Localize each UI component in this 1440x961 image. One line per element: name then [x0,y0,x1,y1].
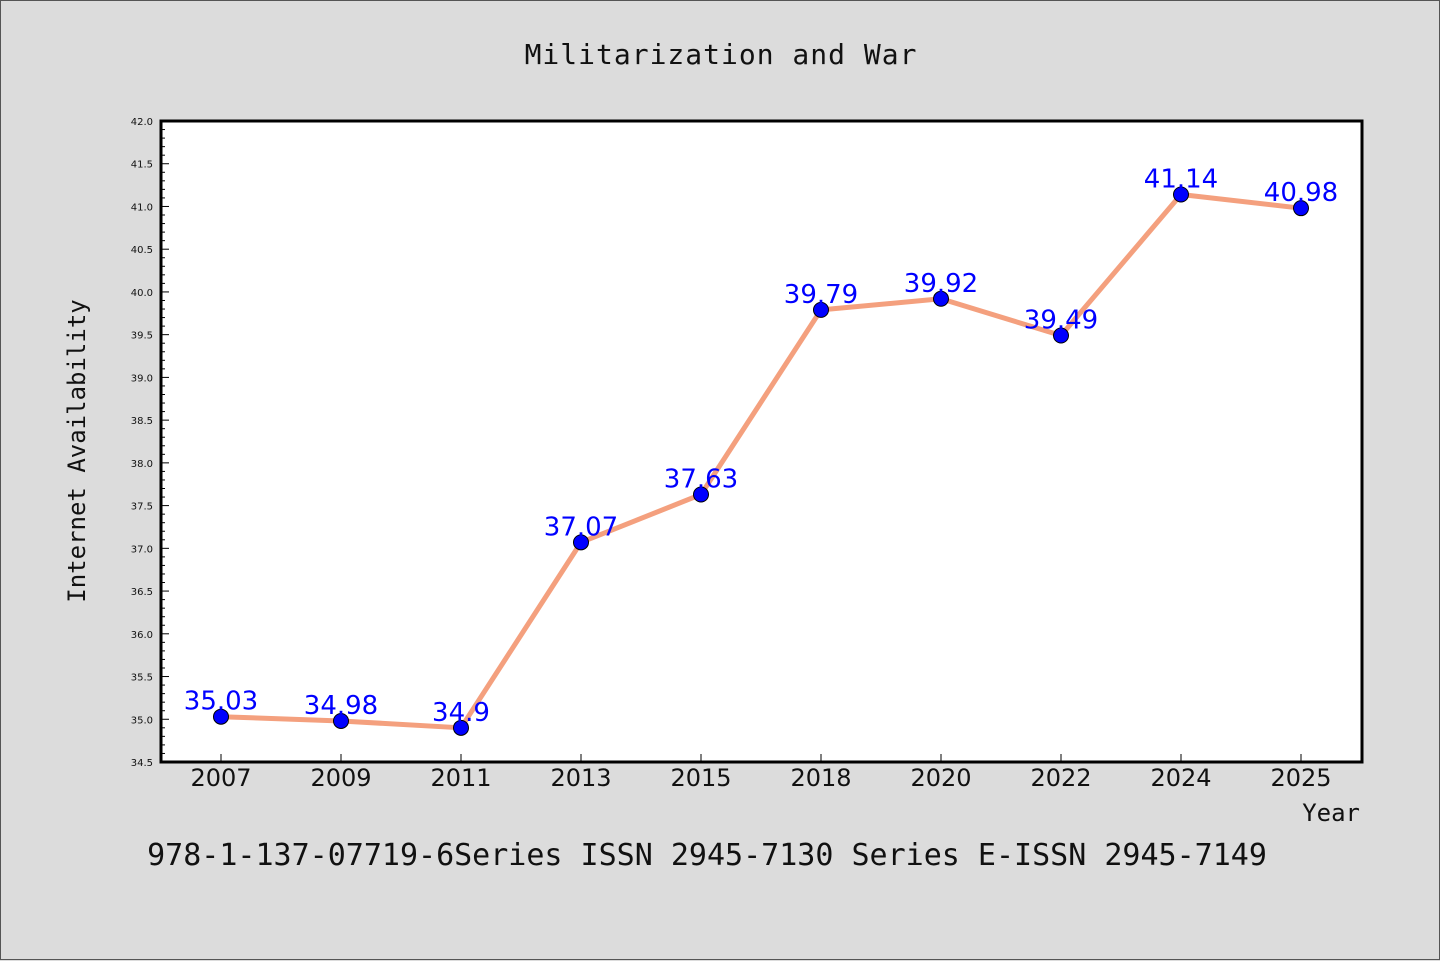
y-axis-label: Internet Availability [63,299,91,602]
data-label: 39.49 [1024,306,1098,336]
footer-isbn-issn: 978-1-137-07719-6Series ISSN 2945-7130 S… [147,838,1267,873]
data-point [573,534,589,551]
x-tick-label: 2024 [1150,764,1211,792]
y-axis: 34.5 35.0 35.5 36.0 36.5 37.0 37.5 38.0 38.5 39.0… [131,117,169,769]
y-tick-label: 37.0 [131,544,153,555]
y-tick-label: 39.5 [131,331,153,342]
x-tick-label: 2018 [790,764,851,792]
chart-title: Militarization and War [525,38,918,71]
y-tick-label: 38.0 [131,459,153,470]
data-label: 34.98 [304,691,378,721]
x-tick-label: 2011 [430,764,491,792]
y-tick-label: 40.5 [131,245,153,256]
y-tick-label: 36.0 [131,630,153,641]
x-tick-label: 2007 [190,764,251,792]
data-point [1173,186,1189,203]
data-point [453,719,469,736]
data-labels: 35.03 34.98 34.9 37.07 37.63 39.79 39.92 39.49 4… [184,165,1338,728]
x-tick-label: 2015 [670,764,731,792]
plot-area [159,119,1364,764]
data-label: 37.63 [664,464,738,494]
data-label: 41.14 [1144,165,1218,195]
y-tick-label: 40.0 [131,288,153,299]
x-axis: 2007 2009 2011 2013 2015 2018 2020 2022 2024 2025 [190,754,1332,792]
data-point [213,708,229,725]
x-tick-label: 2013 [550,764,611,792]
data-label: 34.9 [432,698,490,728]
y-tick-label: 41.5 [131,160,153,171]
data-label: 35.03 [184,687,258,717]
y-tick-label: 39.0 [131,373,153,384]
data-label: 39.92 [904,269,978,299]
data-point [1293,200,1309,217]
series-layer [213,186,1309,736]
series-line [218,192,1304,731]
x-tick-label: 2020 [910,764,971,792]
data-point [333,712,349,729]
y-tick-label: 35.0 [131,715,153,726]
x-tick-label: 2022 [1030,764,1091,792]
data-point [813,301,829,318]
x-axis-label: Year [1302,799,1360,827]
data-label: 37.07 [544,512,618,542]
data-point [693,486,709,503]
y-tick-label: 35.5 [131,673,153,684]
y-tick-label: 37.5 [131,502,153,513]
data-point [933,290,949,307]
data-point [1053,327,1069,344]
y-tick-label: 36.5 [131,587,153,598]
y-tick-label: 34.5 [131,758,153,769]
y-tick-label: 42.0 [131,117,153,128]
x-tick-label: 2009 [310,764,371,792]
y-tick-label: 41.0 [131,202,153,213]
x-tick-label: 2025 [1270,764,1331,792]
data-label: 39.79 [784,280,858,310]
y-tick-label: 38.5 [131,416,153,427]
data-label: 40.98 [1264,178,1338,208]
